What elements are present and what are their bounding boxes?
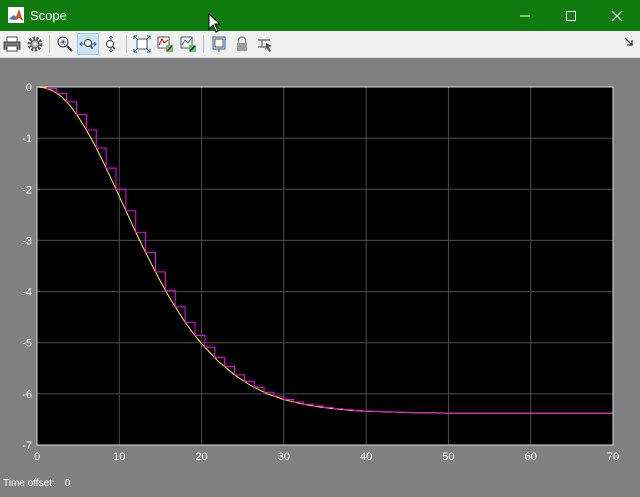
window-title: Scope <box>30 8 67 23</box>
series-line-2 <box>37 86 613 414</box>
close-icon <box>611 10 623 21</box>
print-icon <box>3 36 21 52</box>
y-tick-label: -2 <box>22 184 32 196</box>
zoom-x-icon <box>79 39 97 49</box>
toolbar-separator <box>126 35 127 53</box>
settings-gear-icon <box>27 36 43 52</box>
toolbar <box>0 31 640 58</box>
signal-selector-button[interactable] <box>254 33 276 55</box>
x-tick-label: 10 <box>113 451 125 463</box>
toolbar-separator <box>203 35 204 53</box>
zoom-in-icon <box>57 36 73 52</box>
lock-icon <box>237 36 247 51</box>
undock-arrow-icon[interactable] <box>624 37 634 47</box>
x-tick-label: 60 <box>525 451 537 463</box>
autoscale-button[interactable] <box>131 33 153 55</box>
y-tick-label: -3 <box>22 235 32 247</box>
time-offset-value: 0 <box>64 478 71 489</box>
maximize-button[interactable] <box>548 0 594 31</box>
x-tick-label: 0 <box>34 451 40 463</box>
matlab-icon[interactable] <box>8 7 24 23</box>
series-layer <box>36 86 613 414</box>
settings-button[interactable] <box>24 33 46 55</box>
maximize-icon <box>566 10 576 21</box>
y-tick-label: -6 <box>22 389 32 401</box>
highlight-simulink-block-icon <box>212 36 226 52</box>
axes-frame <box>36 86 614 446</box>
cursor-measurements-button[interactable] <box>177 33 199 55</box>
title-bar: Scope <box>0 0 640 31</box>
signal-selector-icon <box>258 39 272 52</box>
y-tick-label: 0 <box>26 82 32 94</box>
lock-button[interactable] <box>231 33 253 55</box>
y-tick-label: -7 <box>22 440 32 452</box>
autoscale-icon <box>133 35 151 53</box>
print-button[interactable] <box>1 33 23 55</box>
zoom-y-button[interactable] <box>100 33 122 55</box>
tick-labels: 0 10 20 30 40 50 60 70 0 -1 -2 -3 -4 -5 -6 -7 <box>22 82 619 463</box>
cursor-measurements-icon <box>180 36 196 52</box>
highlight-block-button[interactable] <box>208 33 230 55</box>
minimize-button[interactable] <box>502 0 548 31</box>
x-tick-label: 40 <box>360 451 372 463</box>
trigger-icon <box>157 36 173 52</box>
y-tick-label: -4 <box>22 287 32 299</box>
toolbar-separator <box>49 35 50 53</box>
grid-lines <box>37 87 613 445</box>
minimize-icon <box>520 15 530 16</box>
y-tick-label: -5 <box>22 338 32 350</box>
x-tick-label: 70 <box>607 451 619 463</box>
zoom-x-button[interactable] <box>77 33 99 55</box>
zoom-y-icon <box>106 35 116 53</box>
x-tick-label: 30 <box>278 451 290 463</box>
time-offset-readout: Time offset: 0 <box>3 478 70 489</box>
scope-plot[interactable]: 0 10 20 30 40 50 60 70 0 -1 -2 -3 -4 -5 -6 -7 <box>0 57 640 477</box>
time-offset-label: Time offset: <box>3 478 55 489</box>
x-tick-label: 50 <box>442 451 454 463</box>
trigger-button[interactable] <box>154 33 176 55</box>
axes-background <box>37 87 613 445</box>
y-tick-label: -1 <box>22 133 32 145</box>
mouse-pointer-icon <box>208 13 220 33</box>
x-tick-label: 20 <box>195 451 207 463</box>
zoom-in-button[interactable] <box>54 33 76 55</box>
close-button[interactable] <box>594 0 640 31</box>
